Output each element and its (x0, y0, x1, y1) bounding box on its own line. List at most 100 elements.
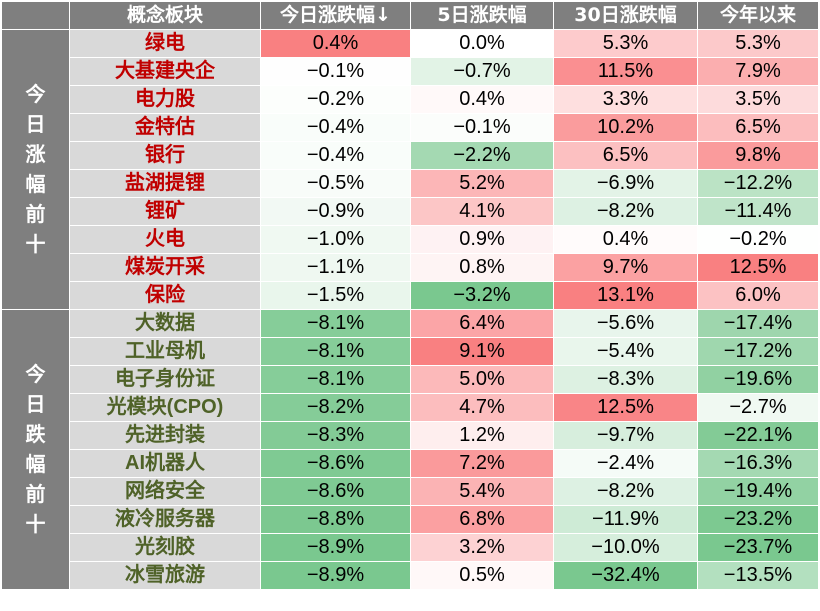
table-row: 工业母机 −8.1% 9.1% −5.4% −17.2% (2, 337, 819, 366)
cell-30d-change: −5.4% (553, 337, 698, 366)
cell-day-change: −8.1% (260, 365, 411, 394)
cell-30d-change: 9.7% (553, 253, 698, 282)
header-row: 概念板块 今日涨跌幅↓ 5日涨跌幅 30日涨跌幅 今年以来 (1, 1, 819, 30)
cell-5d-change: 5.2% (410, 169, 554, 198)
cell-30d-change: −5.6% (553, 309, 698, 338)
sector-name[interactable]: 银行 (69, 141, 261, 170)
cell-day-change: −0.4% (260, 113, 411, 142)
sector-name[interactable]: 光模块(CPO) (69, 393, 261, 422)
group-label-char: 十 (25, 513, 46, 536)
cell-5d-change: 6.8% (410, 505, 554, 534)
sector-name[interactable]: 金特估 (69, 113, 261, 142)
sector-name[interactable]: 网络安全 (69, 477, 261, 506)
cell-day-change: −8.6% (260, 477, 411, 506)
cell-30d-change: −8.3% (553, 365, 698, 394)
cell-30d-change: 6.5% (553, 141, 698, 170)
cell-30d-change: −8.2% (553, 477, 698, 506)
cell-5d-change: 0.0% (410, 29, 554, 58)
table-row: 网络安全 −8.6% 5.4% −8.2% −19.4% (2, 477, 819, 506)
sector-name[interactable]: 先进封装 (69, 421, 261, 450)
cell-30d-change: 3.3% (553, 85, 698, 114)
group-label-char: 前 (25, 483, 46, 506)
sector-name[interactable]: 保险 (69, 281, 261, 310)
sector-name[interactable]: 大数据 (69, 309, 261, 338)
table-row: 先进封装 −8.3% 1.2% −9.7% −22.1% (2, 421, 819, 450)
cell-day-change: −8.9% (260, 561, 411, 590)
sector-name[interactable]: 电力股 (69, 85, 261, 114)
cell-5d-change: 6.4% (410, 309, 554, 338)
group-label-char: 十 (25, 233, 46, 256)
cell-day-change: −8.3% (260, 421, 411, 450)
cell-ytd-change: −17.2% (697, 337, 819, 366)
header-day-change[interactable]: 今日涨跌幅↓ (260, 1, 411, 30)
cell-ytd-change: −12.2% (697, 169, 819, 198)
cell-30d-change: 12.5% (553, 393, 698, 422)
cell-ytd-change: 12.5% (697, 253, 819, 282)
sector-name[interactable]: 大基建央企 (69, 57, 261, 86)
sector-name[interactable]: 工业母机 (69, 337, 261, 366)
cell-30d-change: −32.4% (553, 561, 698, 590)
table-row: 电子身份证 −8.1% 5.0% −8.3% −19.6% (2, 365, 819, 394)
sector-name[interactable]: 锂矿 (69, 197, 261, 226)
table-row: 电力股 −0.2% 0.4% 3.3% 3.5% (2, 85, 819, 114)
table-row: 锂矿 −0.9% 4.1% −8.2% −11.4% (2, 197, 819, 226)
sector-name[interactable]: 冰雪旅游 (69, 561, 261, 590)
table-row: 今日跌幅前十大数据 −8.1% 6.4% −5.6% −17.4% (1, 309, 819, 590)
sector-name[interactable]: AI机器人 (69, 449, 261, 478)
cell-5d-change: 5.4% (410, 477, 554, 506)
sector-name[interactable]: 煤炭开采 (69, 253, 261, 282)
table-row: 保险 −1.5% −3.2% 13.1% 6.0% (2, 281, 819, 310)
cell-day-change: −1.0% (260, 225, 411, 254)
sector-name[interactable]: 光刻胶 (69, 533, 261, 562)
group-label-char: 今 (25, 83, 46, 106)
group-label-char: 幅 (25, 173, 46, 196)
cell-ytd-change: −13.5% (697, 561, 819, 590)
cell-30d-change: −2.4% (553, 449, 698, 478)
cell-day-change: −8.1% (260, 309, 411, 338)
cell-30d-change: 13.1% (553, 281, 698, 310)
cell-30d-change: 10.2% (553, 113, 698, 142)
cell-ytd-change: −22.1% (697, 421, 819, 450)
cell-ytd-change: −0.2% (697, 225, 819, 254)
cell-day-change: −0.1% (260, 57, 411, 86)
table-row: 今日涨幅前十绿电 0.4% 0.0% 5.3% 5.3% (1, 29, 819, 310)
cell-30d-change: 0.4% (553, 225, 698, 254)
header-ytd-change[interactable]: 今年以来 (697, 1, 819, 30)
cell-day-change: −0.9% (260, 197, 411, 226)
cell-30d-change: 5.3% (553, 29, 698, 58)
cell-day-change: −8.1% (260, 337, 411, 366)
group-label-char: 日 (25, 113, 46, 136)
cell-5d-change: −3.2% (410, 281, 554, 310)
cell-5d-change: 0.4% (410, 85, 554, 114)
table-row: 火电 −1.0% 0.9% 0.4% −0.2% (2, 225, 819, 254)
group-label-char: 今 (25, 363, 46, 386)
header-5d-change[interactable]: 5日涨跌幅 (410, 1, 554, 30)
table-row: 银行 −0.4% −2.2% 6.5% 9.8% (2, 141, 819, 170)
cell-30d-change: −11.9% (553, 505, 698, 534)
cell-ytd-change: −19.6% (697, 365, 819, 394)
sector-name[interactable]: 盐湖提锂 (69, 169, 261, 198)
cell-5d-change: 4.1% (410, 197, 554, 226)
group-label-char: 幅 (25, 453, 46, 476)
sector-name[interactable]: 火电 (69, 225, 261, 254)
sector-name[interactable]: 绿电 (69, 29, 261, 58)
sector-name[interactable]: 电子身份证 (69, 365, 261, 394)
table-row: 大基建央企 −0.1% −0.7% 11.5% 7.9% (2, 57, 819, 86)
cell-day-change: −1.5% (260, 281, 411, 310)
cell-ytd-change: −16.3% (697, 449, 819, 478)
cell-30d-change: −10.0% (553, 533, 698, 562)
group-label-char: 跌 (25, 423, 46, 446)
table-row: 金特估 −0.4% −0.1% 10.2% 6.5% (2, 113, 819, 142)
cell-5d-change: 0.8% (410, 253, 554, 282)
header-30d-change[interactable]: 30日涨跌幅 (553, 1, 698, 30)
cell-5d-change: 5.0% (410, 365, 554, 394)
cell-30d-change: −9.7% (553, 421, 698, 450)
cell-day-change: −0.5% (260, 169, 411, 198)
cell-day-change: −8.6% (260, 449, 411, 478)
table-row: 光模块(CPO) −8.2% 4.7% 12.5% −2.7% (2, 393, 819, 422)
sector-name[interactable]: 液冷服务器 (69, 505, 261, 534)
cell-ytd-change: 6.5% (697, 113, 819, 142)
cell-day-change: −8.2% (260, 393, 411, 422)
group-label-char: 前 (25, 203, 46, 226)
cell-5d-change: 4.7% (410, 393, 554, 422)
